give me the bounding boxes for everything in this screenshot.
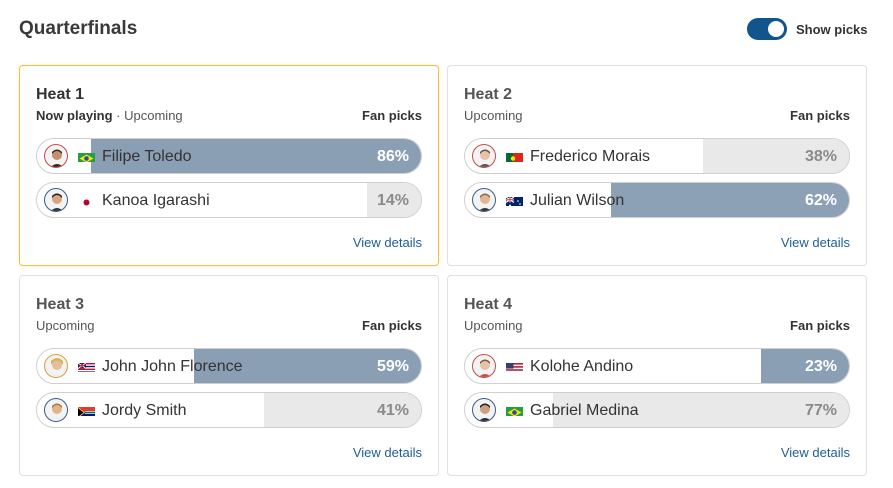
surfer-avatar <box>472 144 496 168</box>
pick-percentage: 38% <box>804 148 837 165</box>
surfer-name: Julian Wilson <box>530 192 625 209</box>
brazil-flag-icon <box>78 151 95 162</box>
fan-picks-header: Fan picks <box>790 108 850 123</box>
surfer-avatar <box>472 354 496 378</box>
heat-status: Upcoming <box>464 108 523 123</box>
view-details-link[interactable]: View details <box>352 445 422 460</box>
heat-status: Upcoming <box>464 318 523 333</box>
fan-picks-header: Fan picks <box>790 318 850 333</box>
surfer-pick-row[interactable]: Gabriel Medina 77% <box>464 392 850 428</box>
heat-status: Upcoming <box>36 318 95 333</box>
heat-title: Heat 2 <box>464 86 513 103</box>
status-label: Upcoming <box>124 108 183 123</box>
australia-flag-icon <box>506 195 523 206</box>
pick-share-bar <box>703 139 849 173</box>
usa-flag-icon <box>506 361 523 372</box>
surfer-pick-row[interactable]: Julian Wilson 62% <box>464 182 850 218</box>
pick-percentage: 77% <box>804 402 837 419</box>
show-picks-toggle[interactable] <box>747 18 787 40</box>
view-details-link[interactable]: View details <box>352 235 422 250</box>
surfer-pick-row[interactable]: Frederico Morais 38% <box>464 138 850 174</box>
toggle-knob <box>768 21 784 37</box>
surfer-name: Kolohe Andino <box>530 358 634 375</box>
show-picks-label: Show picks <box>796 21 868 37</box>
heat-card-3: Heat 3 Upcoming Fan picks John John Flor… <box>19 275 439 476</box>
heat-title: Heat 3 <box>36 296 85 313</box>
fan-picks-header: Fan picks <box>362 318 422 333</box>
view-details-link[interactable]: View details <box>780 235 850 250</box>
surfer-name: Jordy Smith <box>102 402 187 419</box>
pick-percentage: 59% <box>376 358 409 375</box>
page-title: Quarterfinals <box>19 18 138 39</box>
surfer-pick-row[interactable]: Kolohe Andino 23% <box>464 348 850 384</box>
pick-share-bar <box>263 393 421 427</box>
surfer-pick-row[interactable]: Jordy Smith 41% <box>36 392 422 428</box>
surfer-avatar <box>44 354 68 378</box>
portugal-flag-icon <box>506 151 523 162</box>
pick-percentage: 23% <box>804 358 837 375</box>
surfer-avatar <box>472 188 496 212</box>
surfer-avatar <box>44 398 68 422</box>
view-details-link[interactable]: View details <box>780 445 850 460</box>
surfer-avatar <box>472 398 496 422</box>
pick-share-bar <box>760 349 849 383</box>
surfer-avatar <box>44 188 68 212</box>
pick-share-bar <box>194 349 421 383</box>
heat-card-1: Heat 1 Now playing · Upcoming Fan picks … <box>19 65 439 266</box>
surfer-pick-row[interactable]: Kanoa Igarashi 14% <box>36 182 422 218</box>
surfer-avatar <box>44 144 68 168</box>
pick-percentage: 86% <box>376 148 409 165</box>
surfer-name: John John Florence <box>102 358 243 375</box>
heat-title: Heat 4 <box>464 296 513 313</box>
now-playing-label: Now playing <box>36 108 113 123</box>
surfer-pick-row[interactable]: John John Florence 59% <box>36 348 422 384</box>
pick-share-bar <box>553 393 849 427</box>
heat-status: Now playing · Upcoming <box>36 108 183 123</box>
surfer-name: Kanoa Igarashi <box>102 192 210 209</box>
heat-card-4: Heat 4 Upcoming Fan picks Kolohe Andino … <box>447 275 867 476</box>
pick-share-bar <box>610 183 849 217</box>
surfer-pick-row[interactable]: Filipe Toledo 86% <box>36 138 422 174</box>
surfer-name: Gabriel Medina <box>530 402 639 419</box>
heat-title: Heat 1 <box>36 86 85 103</box>
pick-share-bar <box>367 183 421 217</box>
japan-flag-icon <box>78 195 95 206</box>
pick-percentage: 14% <box>376 192 409 209</box>
show-picks-control: Show picks <box>747 18 868 40</box>
south-africa-flag-icon <box>78 405 95 416</box>
fan-picks-header: Fan picks <box>362 108 422 123</box>
brazil-flag-icon <box>506 405 523 416</box>
pick-percentage: 62% <box>804 192 837 209</box>
status-separator: · <box>112 108 125 123</box>
surfer-name: Frederico Morais <box>530 148 651 165</box>
pick-percentage: 41% <box>376 402 409 419</box>
hawaii-flag-icon <box>78 361 95 372</box>
heat-card-2: Heat 2 Upcoming Fan picks Frederico Mora… <box>447 65 867 266</box>
surfer-name: Filipe Toledo <box>102 148 192 165</box>
pick-share-bar <box>90 139 421 173</box>
